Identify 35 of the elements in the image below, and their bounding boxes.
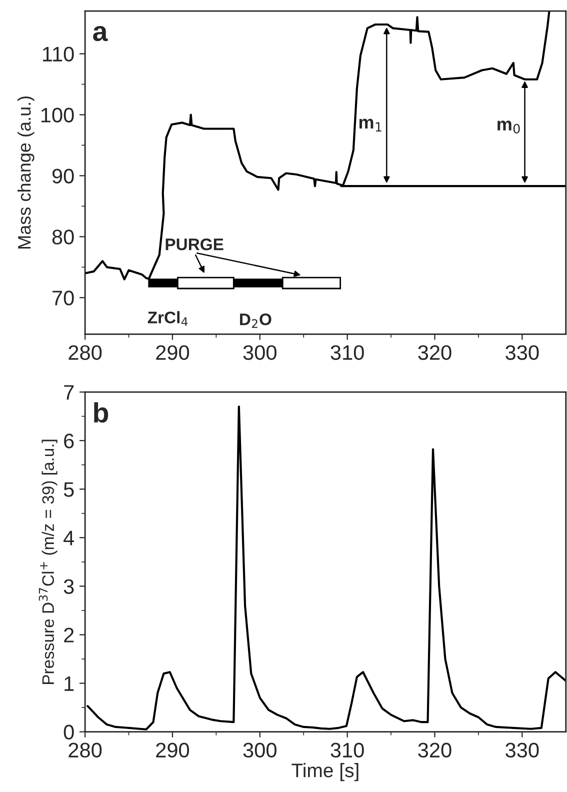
annotation: m$_{0}$: [498, 120, 520, 134]
x-tick-label: 280: [68, 742, 102, 758]
annotation: m$_{1}$: [359, 118, 382, 132]
y-axis-title: Pressure D$^{37}$Cl$^{+}$ (m/z = 39) [a.u.]: [38, 440, 58, 684]
y-axis-title: Mass change (a.u.): [17, 96, 34, 248]
x-tick-label: 330: [506, 742, 539, 758]
annotation: PURGE: [166, 238, 224, 250]
x-tick-label: 330: [506, 345, 539, 360]
y-tick-label: 0: [64, 724, 74, 740]
y-tick-label: 7: [64, 385, 74, 400]
annotation: D$_{2}$O: [240, 313, 272, 328]
x-axis-title: Time [s]: [292, 763, 358, 782]
y-tick-label: 110: [43, 46, 74, 62]
x-tick-label: 320: [418, 742, 452, 758]
y-tick-label: 3: [64, 579, 74, 594]
x-tick-label: 300: [243, 742, 276, 758]
y-tick-label: 100: [41, 108, 74, 122]
y-tick-label: 1: [64, 676, 74, 691]
annotation: a: [93, 26, 108, 42]
x-tick-label: 290: [156, 345, 190, 360]
annotation: b: [94, 402, 108, 423]
x-tick-label: 310: [330, 742, 364, 758]
y-tick-label: 2: [64, 628, 74, 642]
y-tick-label: 5: [64, 482, 74, 497]
y-tick-label: 90: [52, 168, 74, 184]
x-tick-label: 320: [418, 345, 452, 360]
y-tick-label: 70: [52, 290, 74, 306]
x-tick-label: 280: [68, 345, 102, 360]
y-tick-label: 6: [64, 434, 74, 448]
y-tick-label: 4: [64, 530, 74, 546]
y-tick-label: 80: [52, 230, 74, 244]
x-tick-label: 300: [243, 345, 276, 360]
x-tick-label: 310: [330, 345, 364, 360]
x-tick-label: 290: [156, 742, 190, 758]
annotation: ZrCl$_{4}$: [148, 311, 188, 326]
